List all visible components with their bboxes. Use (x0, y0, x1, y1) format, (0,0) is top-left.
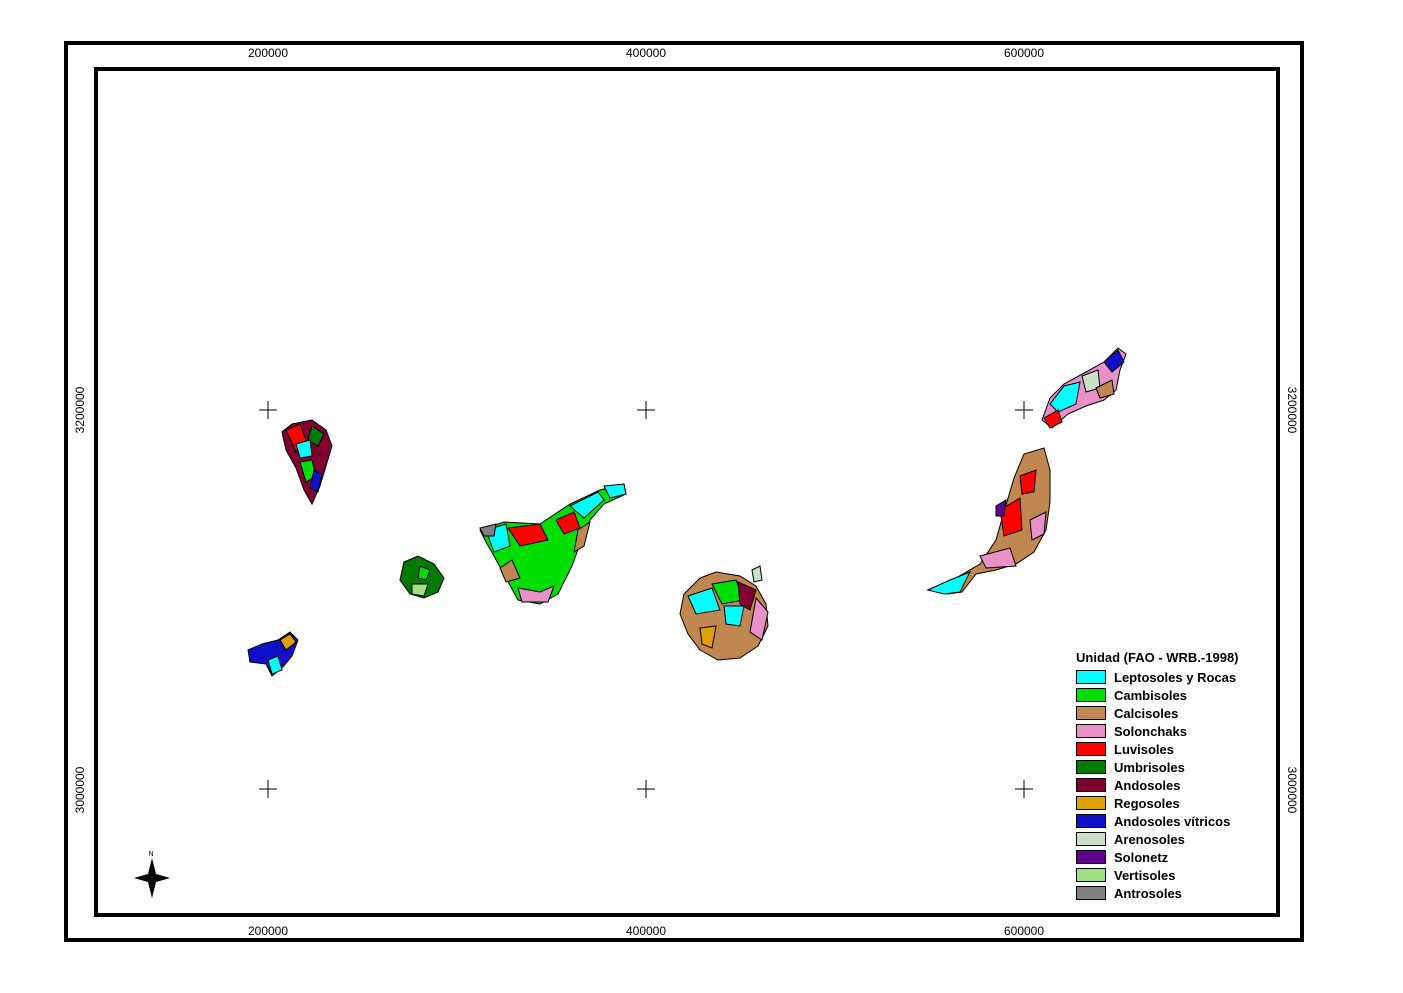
legend-swatch (1076, 778, 1106, 792)
legend-swatch (1076, 832, 1106, 846)
legend-item: Calcisoles (1076, 704, 1239, 722)
legend-label: Solonchaks (1114, 723, 1187, 739)
legend-item: Regosoles (1076, 794, 1239, 812)
map-outer-frame (64, 41, 1304, 942)
legend-label: Andosoles vítricos (1114, 813, 1231, 829)
island-fuerteventura (926, 447, 1051, 595)
island-el-hierro (247, 631, 299, 677)
legend-swatch (1076, 814, 1106, 828)
north-arrow-letter: N (148, 851, 153, 858)
island-la-palma (281, 419, 333, 506)
legend-item: Leptosoles y Rocas (1076, 668, 1239, 686)
legend-item: Vertisoles (1076, 866, 1239, 884)
island-tenerife (479, 483, 627, 605)
legend-item: Cambisoles (1076, 686, 1239, 704)
legend-swatch (1076, 760, 1106, 774)
legend-item: Solonetz (1076, 848, 1239, 866)
legend-title: Unidad (FAO - WRB.-1998) (1076, 650, 1239, 665)
legend-item: Arenosoles (1076, 830, 1239, 848)
legend-label: Arenosoles (1114, 831, 1185, 847)
tick-bottom-200000: 200000 (247, 924, 289, 938)
legend-swatch (1076, 688, 1106, 702)
island-la-gomera (399, 555, 445, 599)
legend-item: Andosoles (1076, 776, 1239, 794)
legend-swatch (1076, 886, 1106, 900)
legend-label: Umbrisoles (1114, 759, 1185, 775)
legend-swatch (1076, 742, 1106, 756)
legend-swatch (1076, 670, 1106, 684)
map-inner-frame (94, 67, 1280, 917)
legend-label: Antrosoles (1114, 885, 1182, 901)
north-arrow: N (134, 851, 170, 898)
legend-label: Regosoles (1114, 795, 1180, 811)
tick-top-200000: 200000 (247, 46, 289, 60)
legend-label: Calcisoles (1114, 705, 1179, 721)
legend-item: Andosoles vítricos (1076, 812, 1239, 830)
legend-swatch (1076, 850, 1106, 864)
tick-bottom-600000: 600000 (1003, 924, 1045, 938)
legend-label: Solonetz (1114, 849, 1169, 865)
legend-item: Solonchaks (1076, 722, 1239, 740)
legend-item: Luvisoles (1076, 740, 1239, 758)
legend-label: Luvisoles (1114, 741, 1174, 757)
legend-swatch (1076, 796, 1106, 810)
island-lanzarote (1041, 347, 1127, 429)
legend-label: Leptosoles y Rocas (1114, 669, 1237, 685)
tick-top-600000: 600000 (1003, 46, 1045, 60)
legend-swatch (1076, 868, 1106, 882)
legend-swatch (1076, 706, 1106, 720)
tick-bottom-400000: 400000 (625, 924, 667, 938)
legend-item: Antrosoles (1076, 884, 1239, 902)
legend-label: Andosoles (1114, 777, 1181, 793)
legend-items: Leptosoles y Rocas Cambisoles Calcisoles So… (1076, 668, 1239, 902)
legend-swatch (1076, 724, 1106, 738)
tick-top-400000: 400000 (625, 46, 667, 60)
island-gran-canaria (679, 565, 769, 661)
legend-item: Umbrisoles (1076, 758, 1239, 776)
legend-label: Vertisoles (1114, 867, 1176, 883)
grid-crosses (259, 401, 1033, 798)
legend: Unidad (FAO - WRB.-1998) Leptosoles y Ro… (1076, 650, 1239, 902)
legend-label: Cambisoles (1114, 687, 1187, 703)
